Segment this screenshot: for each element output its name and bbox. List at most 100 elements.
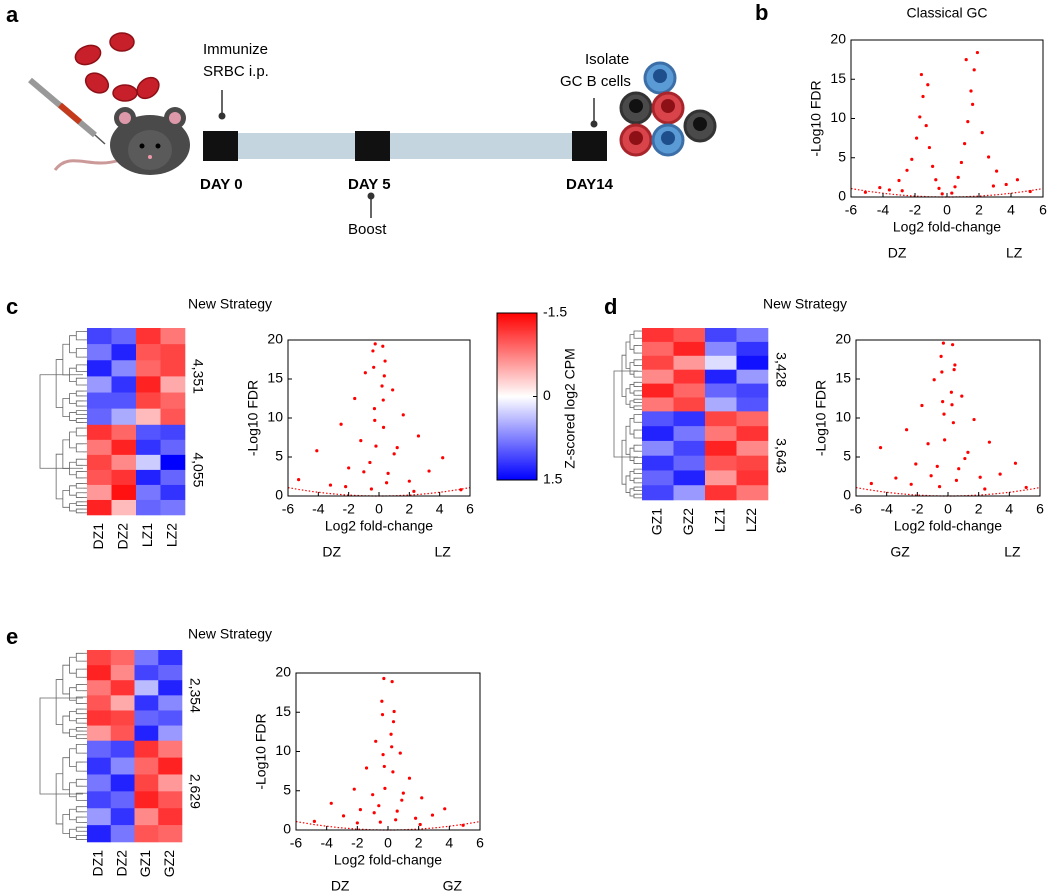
dendrogram	[75, 508, 83, 514]
y-axis-label: -Log10 FDR	[813, 380, 829, 456]
point	[418, 822, 422, 827]
point	[939, 354, 943, 358]
point	[380, 713, 385, 717]
dendrogram	[75, 501, 83, 506]
point	[918, 115, 922, 119]
heatmap-cell	[158, 825, 183, 843]
heatmap-cell	[87, 774, 112, 792]
heatmap-cell	[673, 470, 706, 486]
dendrogram	[625, 425, 630, 455]
dendrogram	[621, 439, 626, 485]
heatmap-cell	[134, 680, 159, 696]
heatmap-cell	[110, 650, 135, 666]
heatmap-cell	[134, 825, 159, 843]
group-label: DZ	[331, 878, 350, 894]
point	[372, 407, 377, 411]
x-tick-label: 0	[384, 835, 392, 851]
panel-label: e	[6, 624, 18, 649]
heatmap-cell	[87, 469, 112, 486]
heatmap-cell	[134, 774, 159, 792]
dendrogram	[75, 400, 83, 407]
dendrogram	[625, 388, 630, 405]
heatmap-cell	[673, 485, 706, 501]
point	[391, 770, 395, 774]
point	[951, 343, 955, 347]
point	[395, 809, 399, 813]
heatmap-cell	[160, 424, 186, 441]
heatmap-cell	[642, 397, 674, 412]
heatmap-cell	[110, 665, 135, 681]
column-label: DZ1	[90, 523, 106, 550]
point	[983, 487, 987, 491]
dendrogram	[55, 359, 63, 408]
heatmap-cell	[705, 397, 737, 412]
point	[921, 94, 925, 99]
dendrogram	[75, 717, 83, 724]
dendrogram	[629, 447, 634, 461]
heatmap-cell	[705, 328, 737, 343]
heatmap-cell	[136, 360, 161, 377]
heatmap-cell	[87, 499, 112, 516]
volcano-plot: 0 5 10 15 20 -6 -4 -2 0 2 4 6 Log2 fold-change -Log10…	[253, 664, 484, 894]
dendrogram	[633, 477, 638, 484]
heatmap-cell	[110, 725, 135, 742]
heatmap-cell	[705, 440, 737, 456]
heatmap-cell	[87, 439, 112, 456]
heatmap-cell	[111, 360, 137, 377]
x-tick-label: -6	[290, 835, 303, 851]
dendrogram	[633, 493, 638, 499]
point	[427, 469, 431, 473]
dendrogram	[75, 806, 83, 813]
x-tick-label: 0	[943, 202, 951, 218]
dendrogram	[633, 381, 638, 387]
heatmap-cell	[136, 328, 161, 345]
point	[398, 751, 402, 755]
heatmap-cell	[110, 825, 135, 843]
point	[369, 487, 374, 491]
heatmap-cell	[705, 485, 737, 501]
panel-label: d	[604, 294, 617, 319]
point	[358, 807, 362, 812]
point	[414, 816, 418, 820]
point	[963, 142, 967, 146]
point	[362, 470, 366, 474]
point	[430, 813, 435, 817]
panel-label: b	[755, 0, 768, 25]
dendrogram	[62, 757, 70, 791]
heatmap-cell	[136, 344, 161, 361]
heatmap-cell	[158, 791, 183, 809]
heatmap-cell	[87, 740, 112, 758]
dendrogram	[625, 475, 630, 493]
heatmap-cell	[111, 454, 137, 471]
heatmap-cell	[87, 360, 112, 377]
cluster-count: 2,629	[187, 774, 203, 809]
column-label: LZ1	[711, 508, 727, 532]
heatmap-cell	[110, 710, 135, 726]
group-label: DZ	[322, 544, 341, 560]
x-tick-label: 2	[405, 501, 413, 517]
point	[942, 412, 946, 416]
cluster-count: 3,643	[773, 438, 789, 473]
heatmap-cell	[134, 650, 159, 666]
chart-title: New Strategy	[763, 296, 847, 312]
point	[940, 370, 944, 374]
point	[1004, 182, 1008, 187]
heatmap-cell	[87, 344, 112, 361]
timeline-text: Boost	[348, 221, 387, 238]
y-tick-label: 0	[843, 487, 851, 503]
heatmap-cell	[87, 725, 112, 742]
y-tick-label: 20	[267, 331, 283, 347]
heatmap-cell	[87, 791, 112, 809]
point	[954, 478, 959, 482]
point	[383, 359, 387, 363]
dendrogram	[629, 418, 634, 435]
column-label: GZ1	[137, 850, 153, 877]
point	[392, 452, 396, 456]
point	[383, 786, 387, 790]
y-tick-label: 10	[275, 742, 291, 758]
plot-frame	[850, 39, 1044, 198]
column-label: LZ2	[743, 508, 759, 532]
x-tick-label: 2	[975, 202, 983, 218]
point	[380, 699, 384, 703]
dendrogram	[75, 418, 83, 423]
